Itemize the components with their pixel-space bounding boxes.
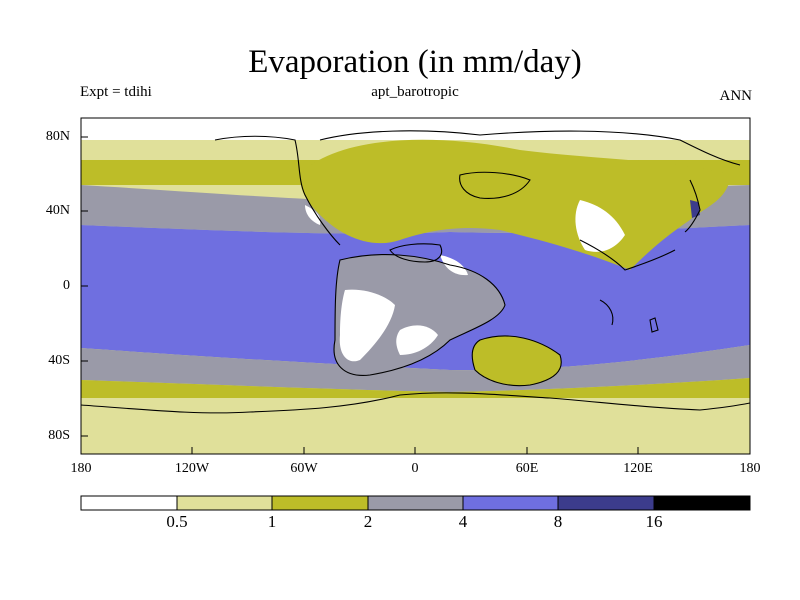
lon-label-180w: 180 bbox=[70, 461, 92, 476]
season-label: ANN bbox=[719, 88, 753, 104]
colorbar-label: 16 bbox=[645, 512, 663, 531]
colorbar-swatch bbox=[272, 496, 368, 510]
map-title: Evaporation (in mm/day) bbox=[248, 44, 582, 80]
dry-region-equatorial bbox=[440, 255, 468, 276]
colorbar-frame bbox=[80, 495, 751, 511]
colorbar bbox=[80, 495, 751, 511]
arctic-band bbox=[81, 118, 750, 140]
lat-label-0: 0 bbox=[63, 278, 70, 293]
map-field bbox=[81, 118, 750, 454]
axis-ticks bbox=[80, 136, 751, 454]
experiment-label: Expt = tdihi bbox=[80, 84, 152, 100]
colorbar-swatch bbox=[558, 496, 654, 510]
lon-label-120e: 120E bbox=[623, 461, 653, 476]
lat-label-40n: 40N bbox=[45, 203, 70, 218]
south-subtropic-band bbox=[81, 345, 750, 392]
dry-region-south-b bbox=[396, 325, 438, 355]
lon-label-60e: 60E bbox=[515, 461, 539, 476]
colorbar-label: 4 bbox=[458, 512, 468, 531]
antarctic-band bbox=[81, 398, 750, 454]
colorbar-swatch bbox=[177, 496, 272, 510]
coastlines bbox=[81, 130, 750, 414]
dry-region-asia bbox=[575, 200, 625, 252]
high-evap-patch bbox=[690, 200, 700, 218]
colorbar-label: 2 bbox=[363, 512, 373, 531]
colorbar-label: 8 bbox=[553, 512, 563, 531]
dry-region-west bbox=[305, 205, 321, 225]
colorbar-label: 1 bbox=[267, 512, 277, 531]
lon-label-120w: 120W bbox=[174, 461, 210, 476]
colorbar-swatch bbox=[654, 496, 750, 510]
southeast-continent bbox=[472, 335, 562, 386]
colorbar-swatch bbox=[81, 496, 177, 510]
southern-continent bbox=[334, 254, 505, 376]
case-label: apt_barotropic bbox=[371, 84, 459, 100]
lat-label-80s: 80S bbox=[48, 428, 70, 443]
colorbar-label: 0.5 bbox=[166, 512, 188, 531]
lon-label-0: 0 bbox=[411, 461, 419, 476]
dry-region-south-a bbox=[339, 289, 395, 362]
colorbar-swatch bbox=[368, 496, 463, 510]
colorbar-swatch bbox=[463, 496, 558, 510]
lat-label-40s: 40S bbox=[48, 353, 70, 368]
lon-label-60w: 60W bbox=[290, 461, 318, 476]
lat-label-80n: 80N bbox=[45, 129, 70, 144]
lon-label-180e: 180 bbox=[739, 461, 761, 476]
